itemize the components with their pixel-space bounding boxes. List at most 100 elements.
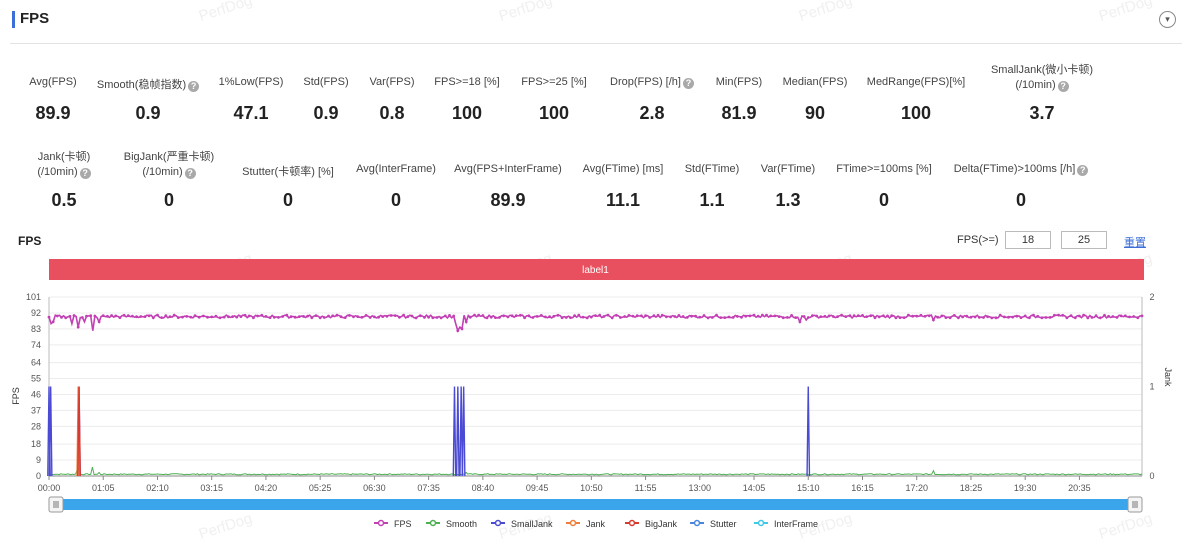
metric-label: Drop(FPS) [/h]? <box>582 76 722 89</box>
series-smalljank-spike <box>452 386 457 477</box>
help-icon[interactable]: ? <box>79 168 91 179</box>
metric-value: 100 <box>900 103 932 123</box>
x-tick-label: 15:10 <box>797 483 820 493</box>
x-tick-label: 07:35 <box>417 483 440 493</box>
legend-marker <box>494 519 502 527</box>
series-smalljank-spike <box>48 386 53 477</box>
metric-row1-7: Drop(FPS) [/h]? 2.8 <box>582 76 722 127</box>
metric-value: 0 <box>163 190 174 210</box>
y-tick-label: 92 <box>31 308 41 318</box>
series-fps-line <box>48 314 1143 333</box>
series-smalljank-spike <box>461 386 466 477</box>
metric-value: 89.9 <box>490 190 526 210</box>
metric-label: FTime>=100ms [%] <box>836 163 932 175</box>
metric-label: 1%Low(FPS) <box>218 76 284 88</box>
legend-label-fps: FPS <box>394 519 412 529</box>
reset-link[interactable]: 重置 <box>1124 237 1146 249</box>
metric-label: Std(FTime) <box>684 163 740 175</box>
legend-marker <box>628 519 636 527</box>
help-icon[interactable]: ? <box>682 78 694 89</box>
legend-marker <box>429 519 437 527</box>
metric-label: Median(FPS) <box>782 76 848 88</box>
y-tick-label: 74 <box>31 340 41 350</box>
fps-threshold-input-1[interactable] <box>1005 231 1051 249</box>
y-tick-label: 0 <box>36 471 41 481</box>
metric-label: Avg(InterFrame) <box>356 163 436 175</box>
x-tick-label: 19:30 <box>1014 483 1037 493</box>
series-smalljank-spike <box>459 386 464 477</box>
metric-value: 0 <box>1015 190 1026 210</box>
metric-value: 90 <box>804 103 826 123</box>
fps-threshold-input-2[interactable] <box>1061 231 1107 249</box>
help-icon[interactable]: ? <box>1057 81 1069 92</box>
metric-label: Delta(FTime)>100ms [/h]? <box>951 163 1091 176</box>
metric-label-unit: (/10min)? <box>0 166 134 179</box>
metric-value: 0.5 <box>51 190 77 210</box>
metric-label: Jank(卡顿) <box>37 151 91 163</box>
x-tick-label: 14:05 <box>743 483 766 493</box>
metric-label: MedRange(FPS)[%] <box>866 76 966 88</box>
x-tick-label: 04:20 <box>255 483 278 493</box>
series-bigjank-spike <box>77 386 81 477</box>
metric-value: 0 <box>282 190 293 210</box>
metric-label: Stutter(卡顿率) [%] <box>242 166 334 178</box>
legend-marker <box>569 519 577 527</box>
y2-tick-label: 0 <box>1149 471 1154 481</box>
x-tick-label: 01:05 <box>92 483 115 493</box>
metric-row1-6: FPS>=25 [%] 100 <box>484 76 624 127</box>
metric-row1-2: 1%Low(FPS) 47.1 <box>181 76 321 127</box>
metric-row1-10: MedRange(FPS)[%] 100 <box>846 76 986 127</box>
y-tick-label: 18 <box>31 439 41 449</box>
x-tick-label: 08:40 <box>472 483 495 493</box>
metric-label: Avg(FTime) [ms] <box>582 163 664 175</box>
metric-row2b-7: Delta(FTime)>100ms [/h]? 0 <box>951 163 1091 214</box>
metric-row1b-0: SmallJank(微小卡顿) (/10min)? 3.7 <box>972 61 1112 127</box>
y-tick-label: 83 <box>31 324 41 334</box>
metric-value: 81.9 <box>721 103 757 123</box>
metric-row1-1: Smooth(稳帧指数)? 0.9 <box>78 76 218 127</box>
metric-label-unit: (/10min)? <box>972 79 1112 92</box>
y-tick-label: 64 <box>31 358 41 368</box>
metric-value: 0.9 <box>135 103 161 123</box>
metric-label: Std(FPS) <box>303 76 349 88</box>
metric-label: Smooth(稳帧指数)? <box>78 76 218 92</box>
metric-label: FPS>=18 [%] <box>434 76 500 88</box>
metric-value: 3.7 <box>1029 103 1055 123</box>
metric-value: 0 <box>878 190 889 210</box>
x-tick-label: 06:30 <box>363 483 386 493</box>
help-icon[interactable]: ? <box>188 81 200 92</box>
range-slider-bar <box>57 499 1138 510</box>
metric-value: 2.8 <box>639 103 665 123</box>
metric-row2b-0: Stutter(卡顿率) [%] 0 <box>218 163 358 214</box>
help-icon[interactable]: ? <box>1077 165 1089 176</box>
series-smalljank-spike <box>806 386 811 477</box>
y-tick-label: 37 <box>31 405 41 415</box>
metric-value: 11.1 <box>605 190 641 210</box>
metric-row2b-4: Std(FTime) 1.1 <box>642 163 782 214</box>
collapse-toggle-icon[interactable]: ▾ <box>1159 11 1176 28</box>
metric-value: 0.8 <box>379 103 405 123</box>
metric-row2b-5: Var(FTime) 1.3 <box>718 163 858 214</box>
x-tick-label: 16:15 <box>851 483 874 493</box>
metric-row1-3: Std(FPS) 0.9 <box>256 76 396 127</box>
x-tick-label: 13:00 <box>689 483 712 493</box>
x-tick-label: 03:15 <box>200 483 223 493</box>
metric-row2b-1: Avg(InterFrame) 0 <box>326 163 466 214</box>
label-band <box>49 259 1144 280</box>
legend-label-bigjank: BigJank <box>645 519 678 529</box>
x-tick-label: 20:35 <box>1068 483 1091 493</box>
chart-title: FPS <box>18 234 42 248</box>
metric-row1-5: FPS>=18 [%] 100 <box>397 76 537 127</box>
series-smalljank-spike <box>455 386 460 477</box>
metric-row1-4: Var(FPS) 0.8 <box>322 76 462 127</box>
help-icon[interactable]: ? <box>184 168 196 179</box>
metric-label: SmallJank(微小卡顿) <box>990 64 1094 76</box>
metric-value: 1.3 <box>775 190 801 210</box>
y-tick-label: 9 <box>36 455 41 465</box>
metric-row2b-2: Avg(FPS+InterFrame) 89.9 <box>438 163 578 214</box>
metric-value: 47.1 <box>233 103 269 123</box>
legend-label-smooth: Smooth <box>446 519 477 529</box>
y2-tick-label: 2 <box>1149 292 1154 302</box>
metric-label: Avg(FPS) <box>29 76 77 88</box>
